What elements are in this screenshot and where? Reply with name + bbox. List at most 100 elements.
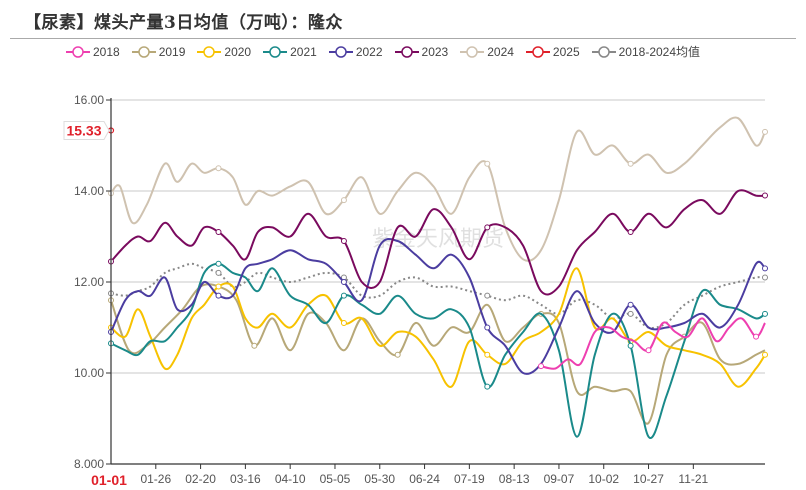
legend: 2018 2019 2020 2021 2022 2023 2024 2025 2018-202…	[66, 43, 700, 60]
series-2018-2024均值	[108, 262, 768, 329]
data-point	[627, 310, 634, 317]
data-point	[762, 310, 768, 317]
data-point	[627, 160, 634, 167]
data-point	[762, 192, 768, 199]
data-point	[340, 319, 347, 326]
data-point	[340, 238, 347, 245]
y-tick-label: 14.00	[74, 184, 104, 198]
legend-marker-icon	[460, 45, 485, 58]
x-tick-label: 06-24	[409, 472, 440, 486]
data-point	[484, 160, 491, 167]
data-point	[762, 265, 768, 272]
x-tick-label: 08-13	[499, 472, 530, 486]
legend-item-2021[interactable]: 2021	[263, 43, 317, 60]
x-tick-label: 09-07	[544, 472, 575, 486]
title-divider	[10, 38, 796, 39]
data-point	[627, 228, 634, 235]
legend-item-2020[interactable]: 2020	[197, 43, 251, 60]
legend-marker-icon	[197, 45, 222, 58]
axes: 8.000 10.00 12.00 14.00 16.00 01-01 01-26 02-20…	[63, 93, 765, 488]
data-point	[645, 347, 652, 354]
data-point	[762, 274, 768, 281]
series-line	[540, 317, 766, 370]
legend-item-2018-2024均值[interactable]: 2018-2024均值	[591, 43, 701, 60]
data-point	[215, 292, 222, 299]
data-point	[215, 260, 222, 267]
legend-item-2023[interactable]: 2023	[394, 43, 449, 60]
series-lines	[107, 116, 768, 439]
legend-label: 2022	[355, 44, 383, 59]
x-tick-label: 01-26	[140, 472, 171, 486]
y-tick-label: 12.00	[74, 275, 104, 289]
legend-label: 2023	[421, 44, 449, 59]
data-point	[251, 342, 258, 349]
legend-item-2022[interactable]: 2022	[328, 43, 383, 60]
data-point	[627, 301, 634, 308]
legend-marker-icon	[131, 45, 156, 58]
data-point	[484, 351, 491, 358]
series-2022	[108, 238, 768, 375]
x-tick-label: 03-16	[230, 472, 261, 486]
x-tick-label-highlight: 01-01	[91, 472, 127, 488]
series-line	[110, 267, 766, 388]
series-2018	[538, 317, 766, 370]
series-line	[110, 262, 766, 329]
data-point	[484, 292, 491, 299]
x-tick-label: 04-10	[275, 472, 306, 486]
data-point	[753, 333, 760, 340]
legend-label: 2025	[552, 44, 580, 59]
x-tick-label: 02-20	[185, 472, 216, 486]
chart-title: 【尿素】煤头产量3日均值（万吨）：隆众	[24, 13, 343, 33]
data-point	[627, 342, 634, 349]
x-tick-label: 05-30	[364, 472, 395, 486]
legend-item-2018[interactable]: 2018	[66, 43, 120, 60]
series-line	[110, 283, 766, 425]
data-point	[394, 351, 401, 358]
series-line	[110, 238, 766, 375]
series-line	[110, 116, 766, 262]
x-tick-label: 10-27	[633, 472, 664, 486]
legend-marker-icon	[263, 45, 288, 58]
data-point	[340, 197, 347, 204]
x-tick-label: 07-19	[454, 472, 485, 486]
data-point	[484, 324, 491, 331]
legend-marker-icon	[66, 45, 90, 58]
legend-marker-icon	[525, 45, 550, 58]
legend-marker-icon	[394, 45, 419, 58]
series-2019	[108, 283, 766, 425]
legend-label: 2020	[224, 44, 252, 59]
legend-item-2025[interactable]: 2025	[525, 43, 580, 60]
y-tick-label: 16.00	[74, 93, 104, 107]
data-point	[538, 363, 545, 370]
x-tick-label: 11-21	[678, 472, 708, 486]
x-tick-label: 10-02	[588, 472, 619, 486]
series-2021	[108, 260, 768, 439]
data-point	[215, 228, 222, 235]
legend-label: 2018	[93, 44, 120, 59]
legend-marker-icon	[591, 45, 616, 58]
y-tick-label: 8.000	[74, 457, 104, 471]
legend-label: 2019	[158, 44, 186, 59]
legend-label: 2018-2024均值	[618, 45, 701, 59]
y-tick-label: 10.00	[74, 366, 104, 380]
data-point	[215, 283, 222, 290]
series-line	[110, 189, 766, 296]
legend-label: 2021	[290, 44, 317, 59]
legend-marker-icon	[328, 45, 353, 58]
data-point	[762, 128, 768, 135]
data-point	[215, 269, 222, 276]
x-tick-label: 05-05	[320, 472, 351, 486]
series-2020	[108, 267, 768, 388]
highlight-value: 15.33	[66, 122, 101, 138]
data-point	[484, 224, 491, 231]
legend-label: 2024	[487, 44, 514, 59]
value-callout: 15.33	[63, 120, 110, 140]
legend-item-2019[interactable]: 2019	[131, 43, 186, 60]
data-point	[484, 383, 491, 390]
legend-item-2024[interactable]: 2024	[460, 43, 514, 60]
data-point	[340, 292, 347, 299]
data-point	[340, 279, 347, 285]
series-line	[110, 262, 766, 439]
series-2023	[108, 189, 768, 296]
